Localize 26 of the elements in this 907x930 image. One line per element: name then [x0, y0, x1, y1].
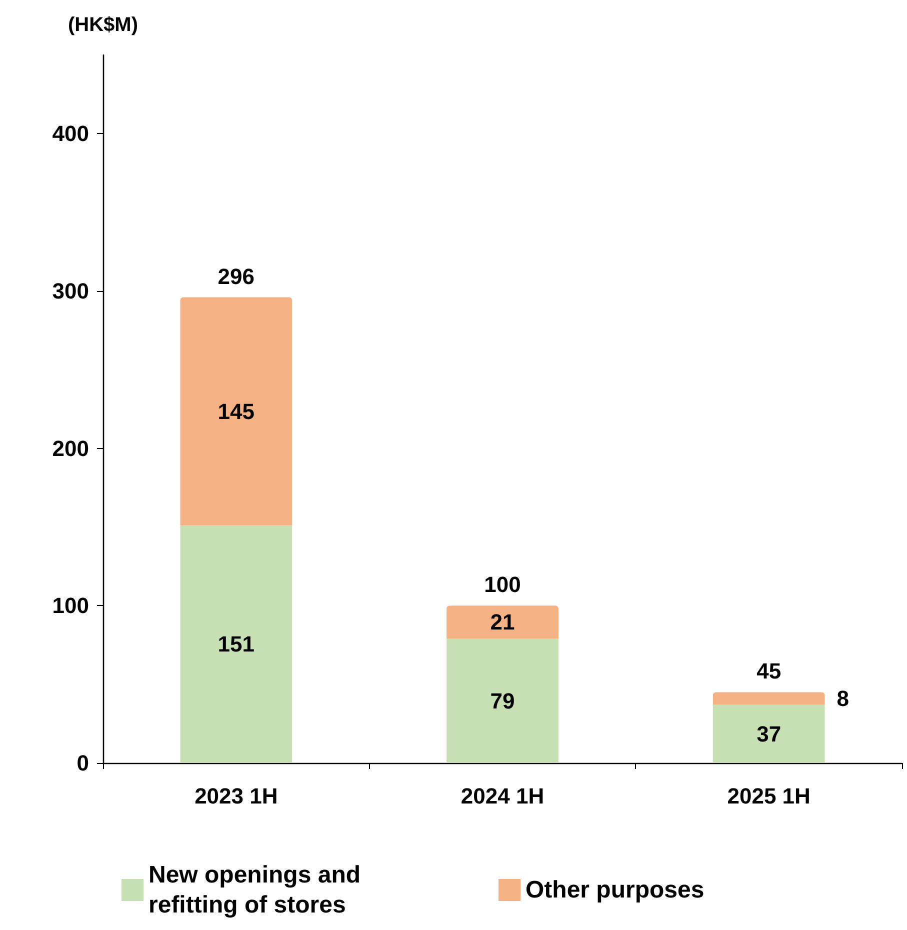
- bar: [712, 692, 825, 705]
- data-label: 37: [756, 721, 782, 746]
- y-tick-label: 100: [52, 593, 89, 618]
- x-tick-label: 2023 1H: [194, 784, 278, 808]
- bar: [446, 606, 558, 639]
- y-tick-label: 400: [52, 121, 89, 146]
- data-label: 151: [218, 632, 255, 657]
- total-label: 100: [484, 572, 521, 598]
- bar: [180, 297, 292, 526]
- y-tick-label: 300: [52, 278, 89, 304]
- bar: [180, 525, 292, 763]
- y-axis-title: (HK$M): [68, 14, 138, 36]
- total-label: 45: [756, 658, 782, 684]
- data-label: 145: [218, 398, 255, 424]
- bar: [446, 638, 558, 763]
- y-tick-label: 200: [52, 436, 89, 461]
- data-label: 79: [490, 688, 515, 714]
- data-label: 21: [490, 610, 515, 635]
- bar: [712, 704, 825, 763]
- data-label: 8: [836, 686, 850, 711]
- y-tick-label: 0: [76, 750, 89, 776]
- total-label: 296: [218, 264, 255, 289]
- x-tick-label: 2024 1H: [460, 784, 544, 808]
- x-tick-label: 2025 1H: [727, 784, 810, 808]
- legend-label: New openings and refitting of stores: [148, 862, 368, 918]
- legend-label: Other purposes: [526, 876, 704, 904]
